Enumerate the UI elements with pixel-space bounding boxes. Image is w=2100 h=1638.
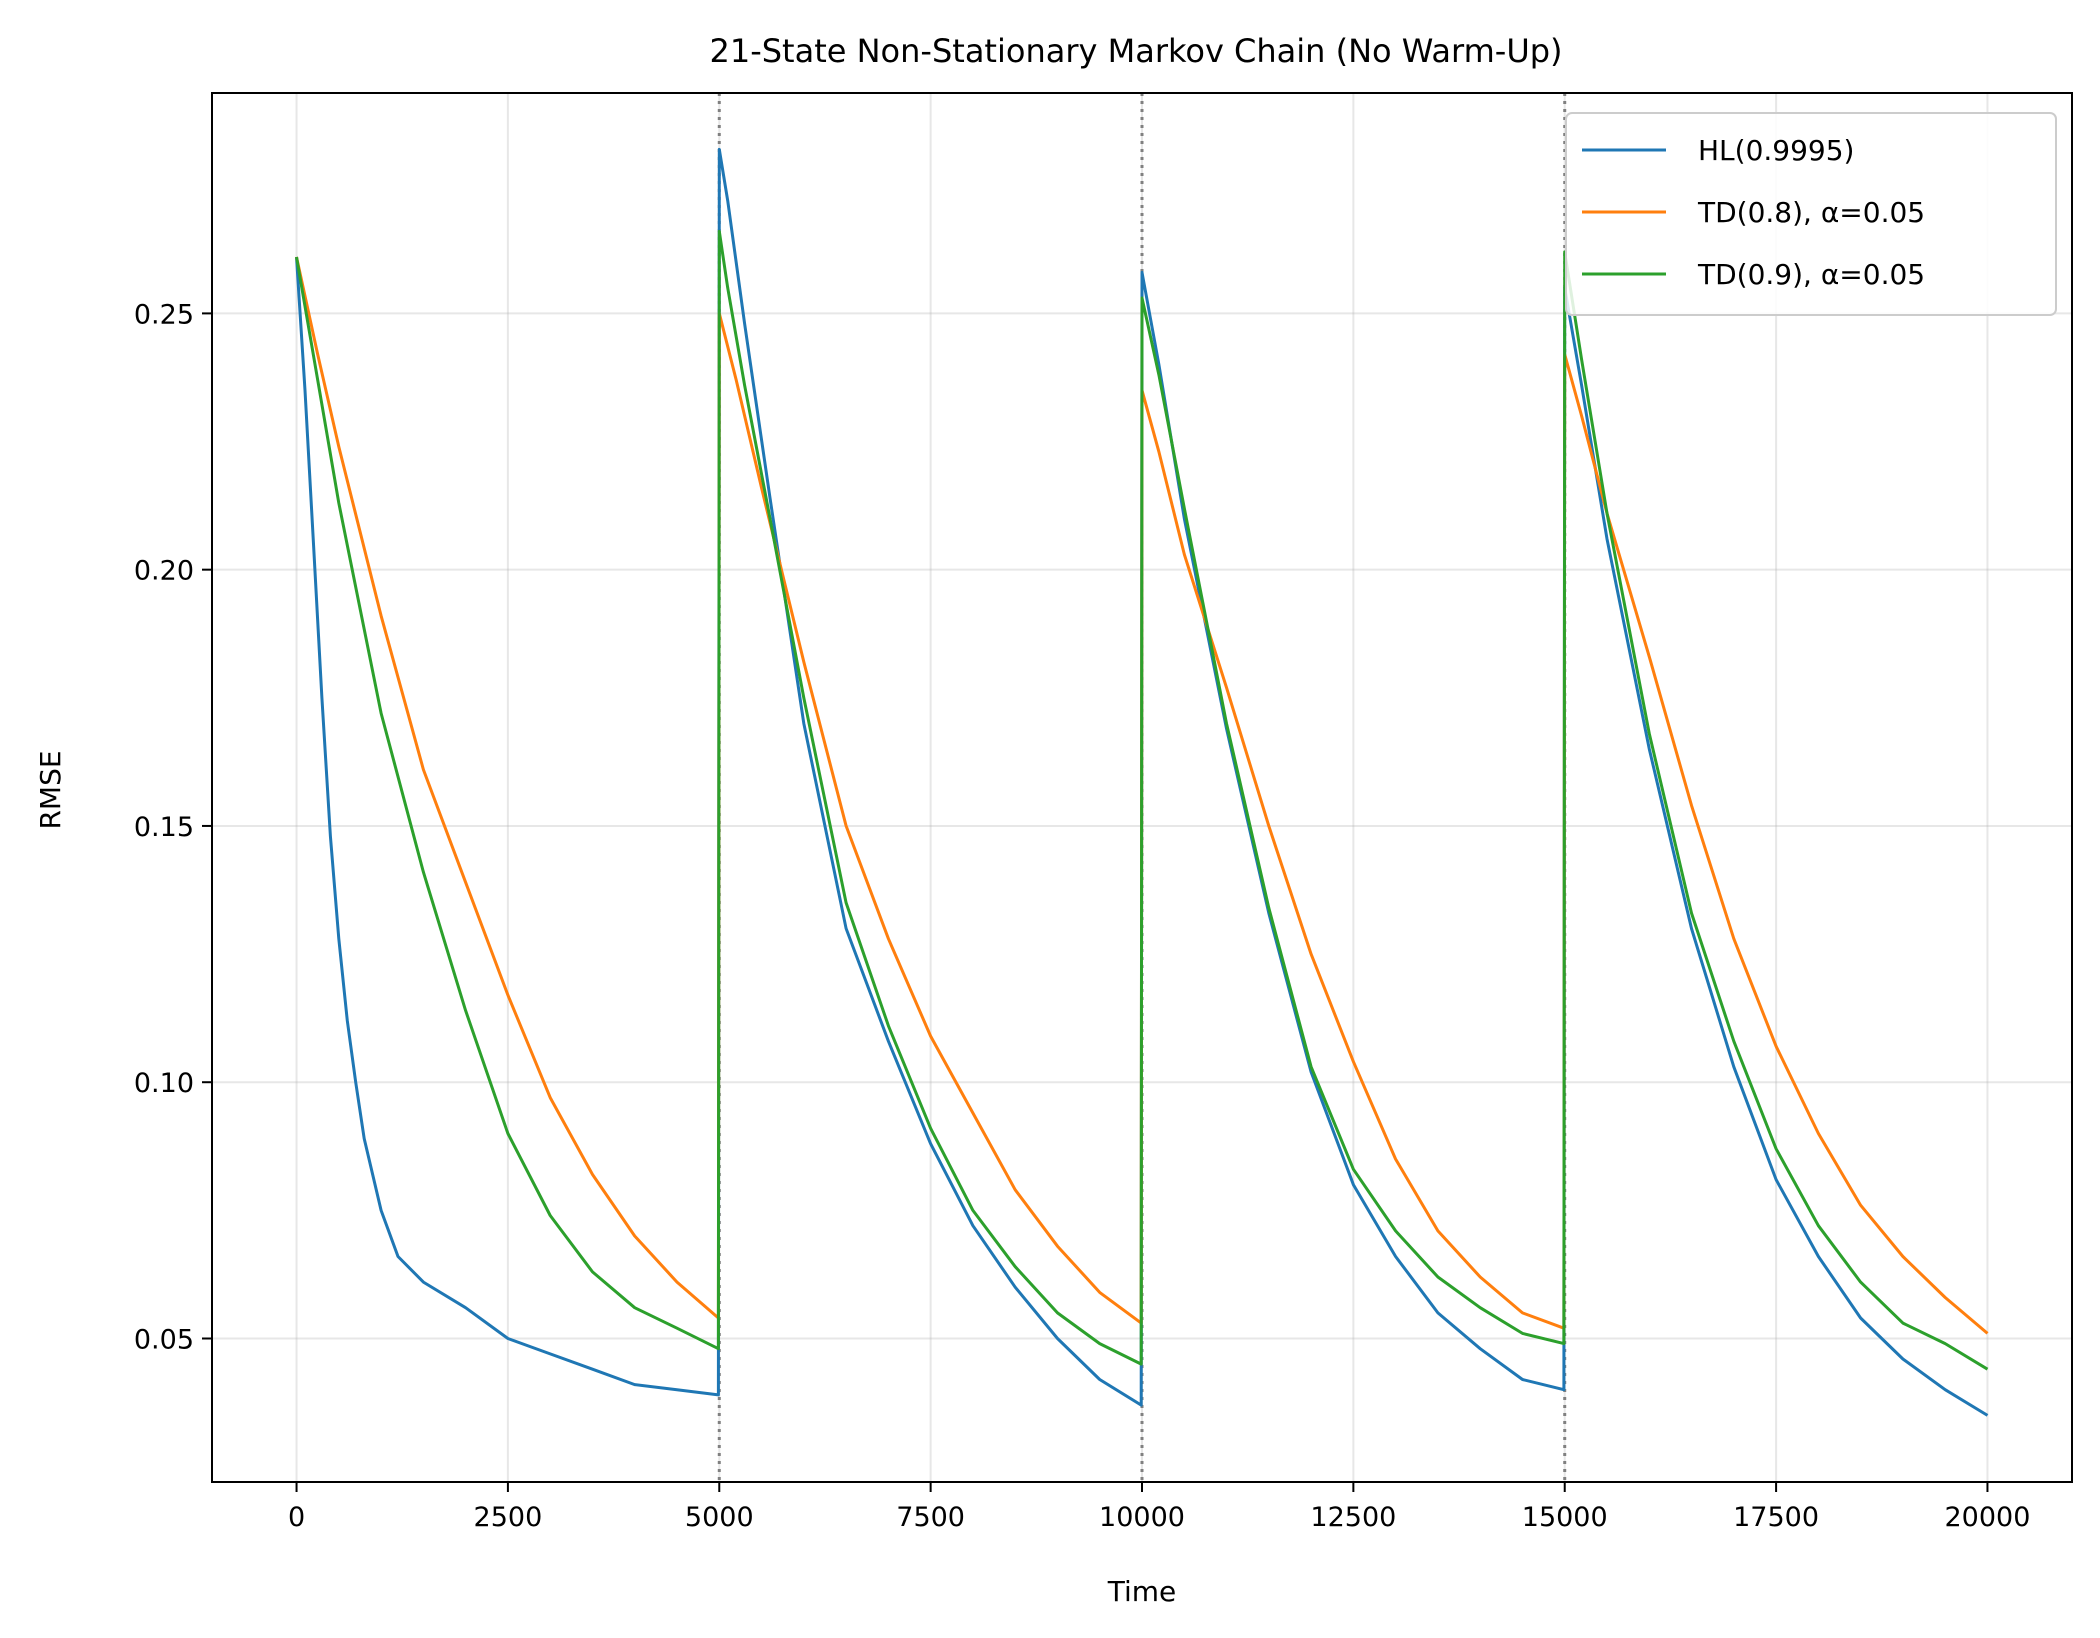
y-tick-label: 0.10 [134, 1068, 194, 1099]
x-tick-label: 12500 [1310, 1502, 1396, 1533]
y-tick-label: 0.05 [134, 1324, 194, 1355]
x-tick-label: 10000 [1099, 1502, 1185, 1533]
legend: HL(0.9995) TD(0.8), α=0.05 TD(0.9), α=0.05 [1565, 112, 2057, 316]
x-tick-label: 15000 [1522, 1502, 1608, 1533]
y-axis-ticks: 0.05 0.10 0.15 0.20 0.25 [134, 299, 212, 1355]
x-tick-label: 5000 [685, 1502, 754, 1533]
x-tick-label: 17500 [1733, 1502, 1819, 1533]
x-axis-ticks: 0 2500 5000 7500 10000 12500 15000 17500 20000 [288, 1482, 2030, 1533]
y-tick-label: 0.15 [134, 812, 194, 843]
series-line-3 [295, 229, 1989, 1371]
x-tick-label: 20000 [1945, 1502, 2031, 1533]
y-tick-label: 0.20 [134, 556, 194, 587]
legend-label-2: TD(0.8), α=0.05 [1697, 196, 1925, 229]
x-tick-label: 2500 [474, 1502, 543, 1533]
legend-label-1: HL(0.9995) [1698, 134, 1854, 167]
x-axis-label: Time [1107, 1575, 1177, 1608]
y-axis-label: RMSE [34, 750, 67, 829]
legend-box [1565, 112, 2057, 316]
y-tick-label: 0.25 [134, 299, 194, 330]
x-tick-label: 0 [288, 1502, 305, 1533]
chart-title: 21-State Non-Stationary Markov Chain (No… [709, 32, 1562, 70]
series-lines [295, 147, 1989, 1417]
legend-label-3: TD(0.9), α=0.05 [1697, 258, 1925, 291]
x-tick-label: 7500 [896, 1502, 965, 1533]
series-line-1 [295, 147, 1989, 1417]
